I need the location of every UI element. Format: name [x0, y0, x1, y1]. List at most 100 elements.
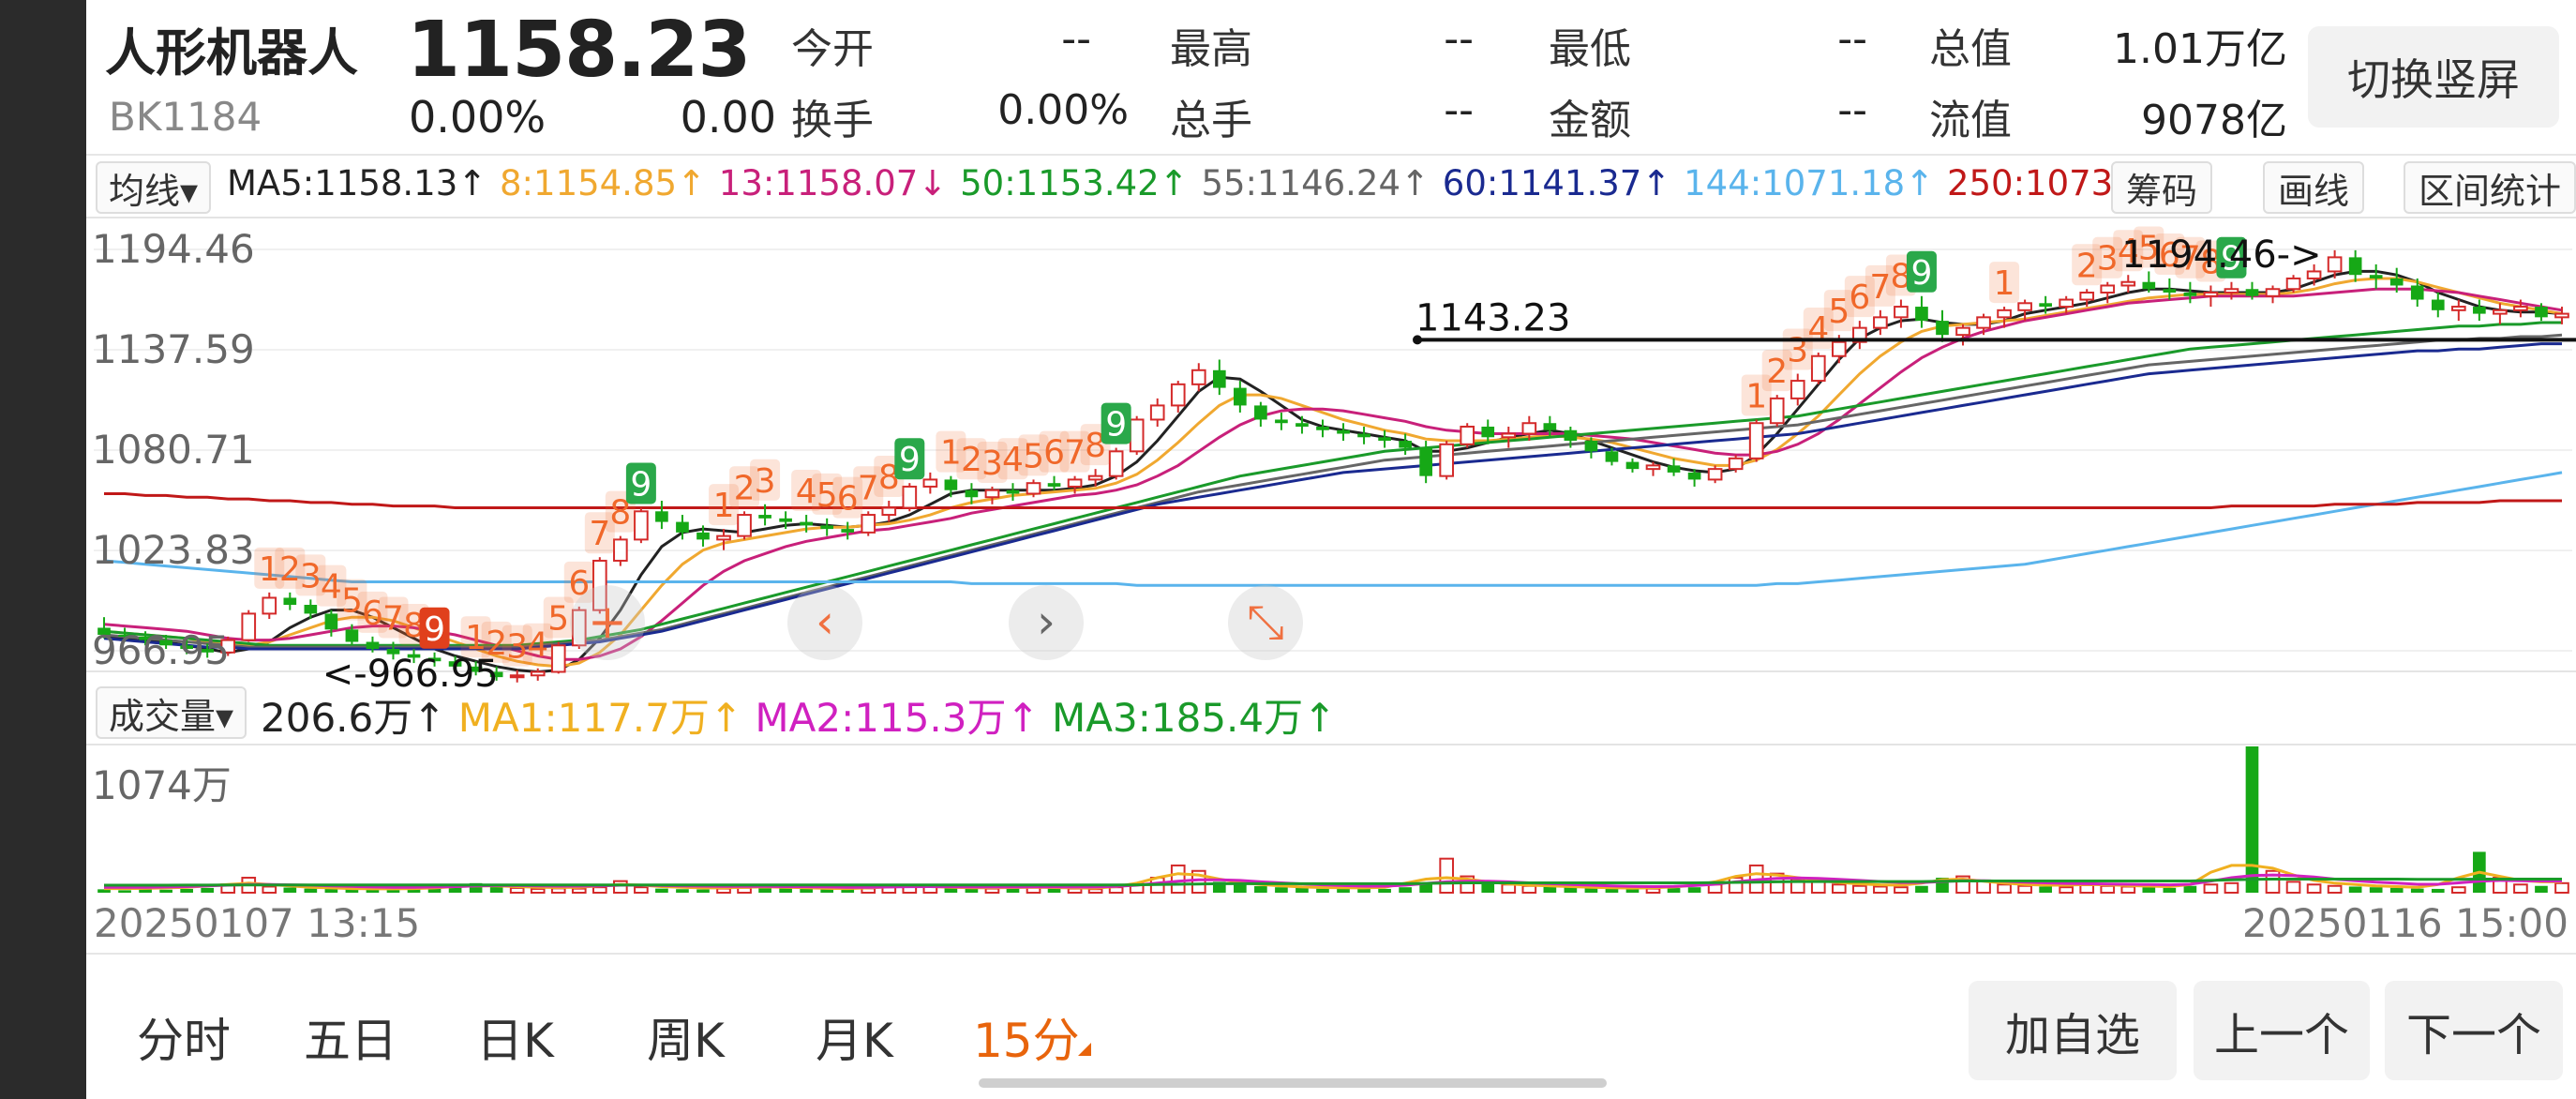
volume-bar	[2513, 883, 2528, 894]
volume-bar	[1481, 881, 1495, 893]
volume-bar	[427, 888, 442, 893]
page-scrollbar[interactable]	[979, 1078, 1607, 1088]
svg-text:‹: ‹	[816, 595, 834, 649]
candle-body	[283, 597, 297, 605]
volume-bar	[800, 888, 813, 893]
candle	[676, 515, 689, 540]
td-mark-bg	[2175, 236, 2206, 279]
candle	[1667, 458, 1681, 476]
td-mark-9: 9	[424, 610, 445, 649]
volume-ma3-line	[104, 878, 2562, 887]
candle-body	[1191, 369, 1206, 385]
td-mark-5: 5	[1828, 293, 1850, 331]
candle	[469, 661, 483, 676]
volume-bar	[201, 887, 215, 893]
candle-body	[2224, 288, 2239, 294]
tab-intraday[interactable]: 分时	[137, 1014, 231, 1068]
td-mark-bg	[2113, 230, 2144, 272]
candle	[2059, 295, 2074, 314]
candle-body	[139, 636, 152, 640]
turnover-label: 换手	[791, 97, 874, 144]
candle-body	[1687, 472, 1701, 480]
volume-bar	[1191, 869, 1206, 894]
candle-body	[2039, 303, 2052, 308]
zoom-in-icon[interactable]: +	[570, 585, 645, 660]
candle-body	[2183, 293, 2197, 296]
td-mark-bg	[1803, 307, 1834, 349]
td-mark-6: 6	[362, 595, 383, 633]
scroll-right-icon[interactable]: ›	[1009, 585, 1084, 660]
candle-body	[2163, 289, 2177, 294]
candle-body	[2265, 288, 2281, 297]
chip-button[interactable]: 筹码	[2111, 161, 2213, 214]
candle	[613, 535, 628, 566]
volume-bar	[1810, 881, 1826, 894]
previous-button[interactable]: 上一个	[2194, 981, 2370, 1080]
switch-portrait-button[interactable]: 切换竖屏	[2308, 26, 2559, 128]
candle-body	[1873, 316, 1888, 329]
candle	[386, 641, 400, 660]
candle-body	[2142, 281, 2156, 290]
tab-monthly-k[interactable]: 月K	[816, 1014, 893, 1068]
volume-bar	[1707, 883, 1723, 894]
draw-line-button[interactable]: 画线	[2263, 161, 2365, 214]
volume-bar	[716, 887, 731, 894]
td-mark-bg	[2195, 240, 2226, 282]
tab-five-day[interactable]: 五日	[304, 1014, 397, 1068]
volume-bar	[1625, 888, 1640, 893]
float-value-label: 流值	[1929, 97, 2012, 144]
td-mark-bg	[2092, 236, 2123, 279]
td-mark-bg	[295, 554, 326, 596]
volume-bar	[2535, 885, 2548, 893]
volume-bar	[1769, 872, 1785, 894]
td-mark-7: 7	[2179, 240, 2201, 279]
collapse-icon[interactable]: ⤡	[1228, 585, 1303, 660]
td-mark-bg	[2072, 244, 2103, 286]
td-mark-4: 4	[321, 568, 342, 607]
volume-bar	[1087, 888, 1103, 894]
tab-weekly-k[interactable]: 周K	[647, 1014, 725, 1068]
candle	[1316, 419, 1329, 438]
candle-body	[1936, 321, 1949, 336]
scroll-left-icon[interactable]: ‹	[787, 585, 862, 660]
candle	[1915, 295, 1928, 328]
td-mark-1: 1	[1994, 264, 2015, 303]
td-mark-9: 9	[1910, 254, 1932, 293]
ma-toggle-button[interactable]: 均线▾	[96, 161, 212, 214]
candle	[1129, 415, 1145, 456]
system-sidebar	[0, 0, 86, 1099]
svg-text:›: ›	[1037, 595, 1056, 649]
td-mark-2: 2	[2076, 247, 2098, 285]
range-stats-button[interactable]: 区间统计	[2404, 161, 2576, 214]
candle-body	[676, 521, 689, 533]
candle	[2410, 278, 2424, 308]
td-mark-2: 2	[1766, 353, 1788, 391]
candle	[1357, 426, 1370, 444]
volume-bar	[2245, 746, 2259, 893]
tab-daily-k[interactable]: 日K	[476, 1014, 554, 1068]
tab-15min[interactable]: 15分	[973, 1014, 1080, 1068]
candle-body	[655, 511, 668, 522]
volume-toggle-button[interactable]: 成交量▾	[96, 686, 247, 739]
add-watchlist-button[interactable]: 加自选	[1969, 981, 2177, 1080]
volume-bar	[1687, 887, 1701, 893]
candle-body	[1275, 419, 1288, 424]
candle-body	[1707, 468, 1723, 481]
volume-bar	[139, 888, 152, 893]
volume-bar	[159, 889, 172, 893]
volume-bar	[2203, 883, 2219, 894]
volume-bar	[965, 888, 979, 893]
td-mark-bg	[419, 607, 450, 649]
candle	[2535, 303, 2548, 322]
td-mark-bg	[584, 512, 615, 554]
td-mark-8: 8	[609, 494, 631, 533]
td-mark-4: 4	[796, 473, 817, 511]
candle	[1047, 475, 1061, 490]
candle	[1831, 335, 1847, 364]
td-mark-bg	[729, 466, 760, 508]
next-button[interactable]: 下一个	[2385, 981, 2563, 1080]
candle-body	[427, 657, 442, 662]
candle	[407, 649, 421, 664]
volume-bar	[2120, 885, 2136, 894]
volume-bar	[407, 889, 421, 893]
